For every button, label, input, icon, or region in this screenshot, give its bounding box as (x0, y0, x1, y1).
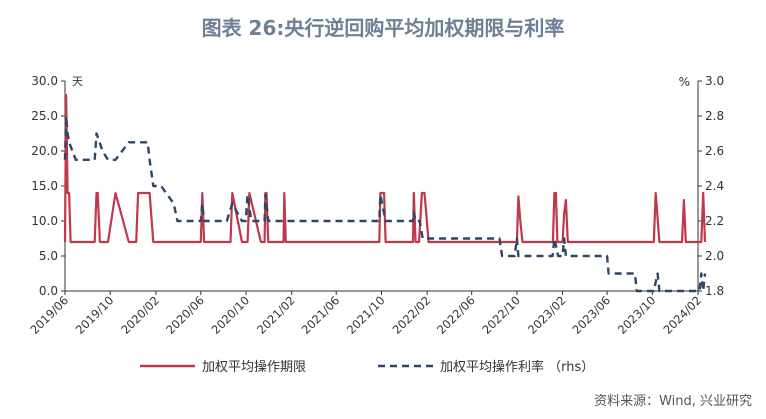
x-tick-label: 2023/02 (525, 293, 569, 337)
x-tick-label: 2020/06 (163, 293, 207, 337)
left-y-tick-label: 25.0 (31, 109, 58, 123)
x-tick-label: 2022/06 (434, 293, 478, 337)
source-note: 资料来源：Wind, 兴业研究 (594, 394, 752, 409)
left-y-tick-label: 30.0 (31, 74, 58, 88)
legend-term-label: 加权平均操作期限 (202, 359, 306, 375)
right-axis-unit: % (679, 75, 690, 89)
x-tick-label: 2021/10 (344, 293, 388, 337)
x-tick-label: 2019/06 (27, 293, 71, 337)
x-tick-label: 2021/02 (254, 293, 298, 337)
left-y-tick-label: 20.0 (31, 144, 58, 158)
x-tick-label: 2023/06 (570, 293, 614, 337)
x-tick-label: 2022/02 (390, 293, 434, 337)
right-y-tick-label: 3.0 (705, 74, 724, 88)
left-y-tick-label: 5.0 (39, 249, 58, 263)
x-tick-label: 2024/02 (660, 293, 704, 337)
x-tick-label: 2019/10 (73, 293, 117, 337)
right-y-tick-label: 2.4 (705, 179, 724, 193)
x-tick-label: 2020/02 (118, 293, 162, 337)
chart-title: 图表 26:央行逆回购平均加权期限与利率 (201, 16, 565, 40)
right-y-tick-label: 2.8 (705, 109, 724, 123)
x-tick-label: 2020/10 (209, 293, 253, 337)
x-tick-label: 2021/06 (299, 293, 343, 337)
right-y-tick-label: 2.0 (705, 249, 724, 263)
right-y-tick-label: 1.8 (705, 284, 724, 298)
right-y-tick-label: 2.2 (705, 214, 724, 228)
right-y-tick-label: 2.6 (705, 144, 724, 158)
legend-rate-label: 加权平均操作利率 （rhs） (440, 359, 594, 375)
left-y-tick-label: 10.0 (31, 214, 58, 228)
left-axis-unit: 天 (72, 75, 83, 88)
x-tick-label: 2022/10 (479, 293, 523, 337)
term-series-line (63, 93, 707, 244)
left-y-tick-label: 15.0 (31, 179, 58, 193)
x-tick-label: 2023/10 (615, 293, 659, 337)
left-y-tick-label: 0.0 (39, 284, 58, 298)
